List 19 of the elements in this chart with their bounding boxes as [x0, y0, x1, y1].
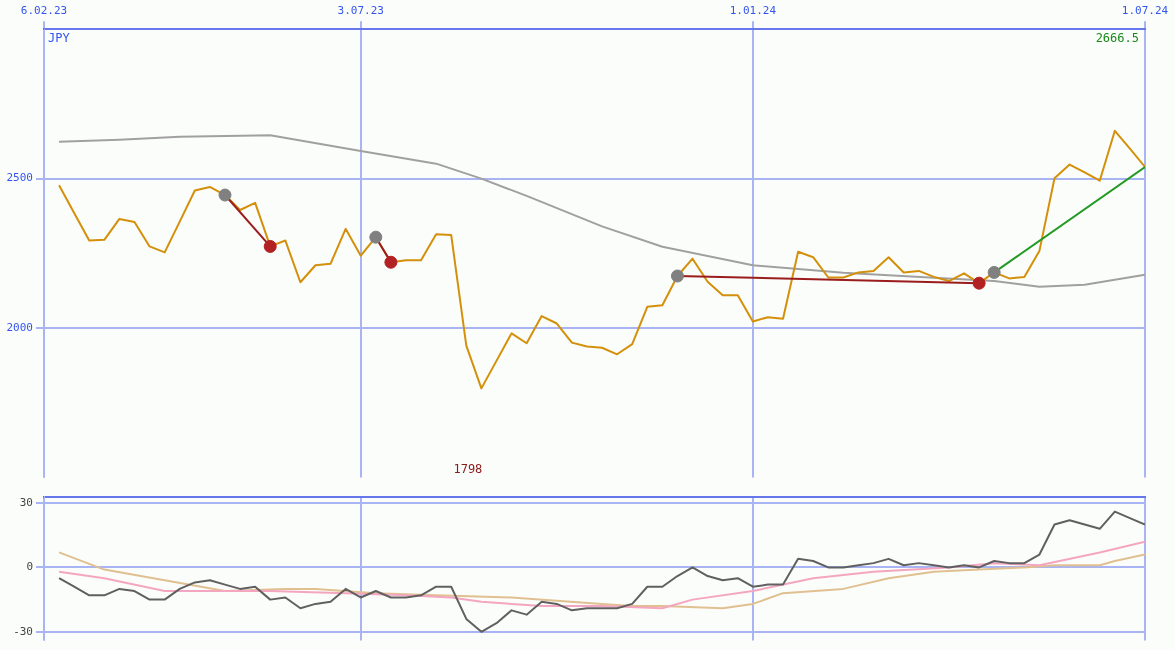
y-tick-label: 30	[19, 495, 33, 509]
point	[670, 269, 684, 283]
y-axis-title: JPY	[48, 31, 71, 46]
y-tick-label: 2500	[6, 171, 33, 185]
annotation: 2666.5	[1095, 31, 1139, 46]
x-tick-label: 1.07.24	[1121, 4, 1169, 18]
point	[369, 230, 383, 244]
y-tick-label: 0	[26, 560, 33, 574]
y-tick-label: 2000	[6, 320, 33, 334]
point	[972, 276, 986, 290]
point	[987, 265, 1001, 279]
annotation: 1798	[453, 461, 483, 476]
point	[263, 239, 277, 253]
point	[218, 188, 232, 202]
y-tick-label: -30	[13, 624, 33, 638]
x-tick-label: 6.02.23	[20, 4, 68, 18]
point	[384, 255, 398, 269]
x-tick-label: 3.07.23	[337, 4, 384, 18]
x-tick-label: 1.01.24	[729, 4, 777, 18]
